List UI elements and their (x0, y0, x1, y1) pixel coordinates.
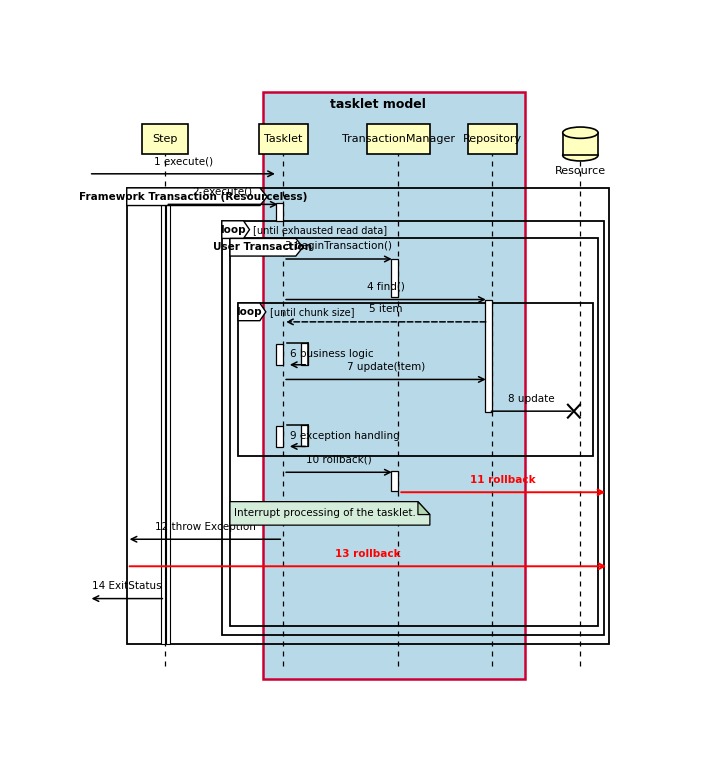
Bar (275, 344, 283, 365)
Bar (390, 259, 398, 297)
Bar (263, 92, 525, 679)
Text: 8 update: 8 update (508, 394, 554, 404)
Bar (161, 188, 165, 644)
Text: Interrupt processing of the tasklet.: Interrupt processing of the tasklet. (233, 508, 416, 518)
Text: 9 exception handling: 9 exception handling (290, 430, 400, 440)
Text: 1 execute(): 1 execute() (154, 156, 213, 166)
Text: 13 rollback: 13 rollback (335, 549, 401, 559)
Text: 7 update(item): 7 update(item) (347, 362, 425, 372)
Text: [until chunk size]: [until chunk size] (270, 307, 354, 317)
Text: 11 rollback: 11 rollback (470, 475, 536, 485)
Text: TransactionManager: TransactionManager (342, 134, 455, 144)
Bar (230, 238, 599, 626)
Text: 6 business logic: 6 business logic (290, 349, 374, 359)
Text: 4 find(): 4 find() (367, 282, 404, 292)
Text: 5 item: 5 item (369, 304, 402, 314)
Bar (275, 427, 283, 447)
Text: loop: loop (236, 307, 261, 317)
Polygon shape (127, 188, 267, 205)
Ellipse shape (563, 150, 598, 161)
Bar (222, 221, 604, 635)
Bar (301, 425, 308, 446)
Text: 12 throw Exception: 12 throw Exception (154, 522, 255, 532)
Text: [until exhausted read data]: [until exhausted read data] (253, 224, 388, 235)
Ellipse shape (563, 127, 598, 138)
Text: 2 execute(): 2 execute() (193, 187, 252, 197)
Text: User Transaction: User Transaction (213, 242, 313, 253)
Bar (127, 188, 609, 644)
Text: Framework Transaction (Resourceless): Framework Transaction (Resourceless) (79, 192, 308, 201)
Polygon shape (418, 501, 430, 514)
Text: 14 ExitStatus: 14 ExitStatus (93, 581, 162, 591)
Polygon shape (230, 501, 430, 525)
Bar (275, 203, 283, 221)
Text: Tasklet: Tasklet (264, 134, 302, 144)
Text: loop: loop (220, 224, 245, 235)
Bar (238, 303, 593, 456)
Bar (390, 471, 398, 491)
Bar (468, 124, 517, 154)
Text: Repository: Repository (463, 134, 522, 144)
Bar (563, 133, 598, 156)
Bar (301, 343, 308, 365)
Bar (142, 124, 189, 154)
Bar (367, 124, 430, 154)
Text: 3 beginTransaction(): 3 beginTransaction() (285, 241, 393, 251)
Bar (166, 188, 170, 644)
Text: Resource: Resource (554, 166, 606, 176)
Polygon shape (230, 238, 303, 256)
Polygon shape (222, 221, 250, 238)
Polygon shape (238, 303, 266, 320)
Text: Step: Step (153, 134, 178, 144)
Text: 10 rollback(): 10 rollback() (306, 455, 372, 465)
Bar (485, 300, 492, 412)
Bar (259, 124, 308, 154)
Text: tasklet model: tasklet model (330, 98, 426, 111)
